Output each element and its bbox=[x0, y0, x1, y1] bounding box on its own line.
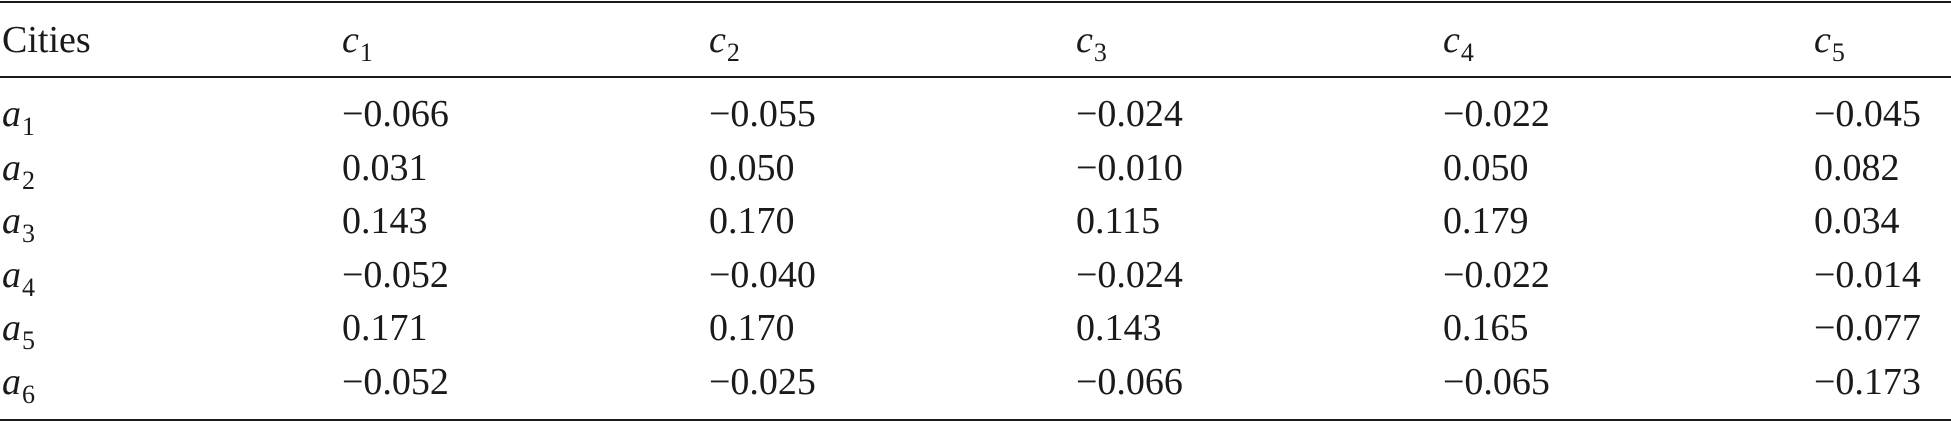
value-cell: −0.024 bbox=[1076, 93, 1183, 135]
bottom-rule bbox=[0, 419, 1951, 421]
value-cell: −0.040 bbox=[709, 253, 816, 296]
row-label-subscript: 2 bbox=[22, 165, 35, 195]
value-cell: 0.170 bbox=[709, 200, 795, 243]
value-cell: 0.034 bbox=[1814, 200, 1900, 243]
row-label: a2 bbox=[2, 146, 35, 194]
header-rule bbox=[0, 76, 1951, 78]
value-cell: 0.031 bbox=[342, 146, 428, 189]
row-label: a3 bbox=[2, 200, 35, 247]
value-cell: −0.052 bbox=[342, 361, 449, 403]
row-label-subscript: 6 bbox=[22, 380, 35, 409]
header-cell: Cities bbox=[2, 19, 91, 61]
row-label: a1 bbox=[2, 93, 35, 140]
header-cell-symbol: c bbox=[342, 19, 359, 61]
value-cell: −0.055 bbox=[709, 93, 816, 135]
value-cell: −0.022 bbox=[1443, 253, 1550, 296]
row-label: a5 bbox=[2, 307, 35, 354]
value-cell: −0.077 bbox=[1814, 307, 1921, 350]
header-cell: c4 bbox=[1443, 19, 1474, 66]
value-cell: 0.171 bbox=[342, 307, 428, 350]
value-cell: 0.165 bbox=[1443, 307, 1529, 350]
header-cell: c1 bbox=[342, 19, 373, 66]
row-label-subscript: 3 bbox=[22, 219, 35, 249]
value-cell: −0.173 bbox=[1814, 361, 1921, 403]
row-label-symbol: a bbox=[2, 146, 21, 189]
value-cell: −0.065 bbox=[1443, 361, 1550, 403]
value-cell: −0.066 bbox=[1076, 361, 1183, 403]
value-cell: −0.066 bbox=[342, 93, 449, 135]
value-cell: −0.024 bbox=[1076, 253, 1183, 296]
top-rule bbox=[0, 1, 1951, 3]
value-cell: 0.143 bbox=[342, 200, 428, 243]
value-cell: −0.014 bbox=[1814, 253, 1921, 296]
header-cell-symbol: c bbox=[1076, 19, 1093, 61]
row-label: a6 bbox=[2, 361, 35, 408]
value-cell: −0.045 bbox=[1814, 93, 1921, 135]
value-cell: 0.082 bbox=[1814, 146, 1900, 189]
row-label-symbol: a bbox=[2, 253, 21, 296]
row-label: a4 bbox=[2, 253, 35, 301]
value-cell: 0.050 bbox=[709, 146, 795, 189]
header-cell-subscript: 5 bbox=[1831, 38, 1845, 67]
header-cell: c3 bbox=[1076, 19, 1107, 66]
row-label-subscript: 5 bbox=[22, 326, 35, 356]
value-cell: −0.025 bbox=[709, 361, 816, 403]
header-cell-subscript: 1 bbox=[359, 38, 373, 67]
value-cell: −0.022 bbox=[1443, 93, 1550, 135]
header-cell: c5 bbox=[1814, 19, 1845, 66]
value-cell: −0.010 bbox=[1076, 146, 1183, 189]
value-cell: 0.170 bbox=[709, 307, 795, 350]
header-cell-symbol: c bbox=[1814, 19, 1831, 61]
row-label-subscript: 1 bbox=[22, 112, 35, 141]
header-cell-subscript: 3 bbox=[1093, 38, 1107, 67]
row-label-symbol: a bbox=[2, 361, 21, 403]
value-cell: 0.143 bbox=[1076, 307, 1162, 350]
header-cell-symbol: c bbox=[709, 19, 726, 61]
row-label-symbol: a bbox=[2, 200, 21, 243]
value-cell: 0.179 bbox=[1443, 200, 1529, 243]
value-cell: −0.052 bbox=[342, 253, 449, 296]
header-cell: c2 bbox=[709, 19, 740, 66]
row-label-symbol: a bbox=[2, 93, 21, 135]
header-cell-symbol: c bbox=[1443, 19, 1460, 61]
row-label-symbol: a bbox=[2, 307, 21, 350]
header-cell-subscript: 2 bbox=[726, 38, 740, 67]
header-cell-subscript: 4 bbox=[1460, 38, 1474, 67]
row-label-subscript: 4 bbox=[22, 272, 35, 302]
value-cell: 0.050 bbox=[1443, 146, 1529, 189]
value-cell: 0.115 bbox=[1076, 200, 1161, 243]
